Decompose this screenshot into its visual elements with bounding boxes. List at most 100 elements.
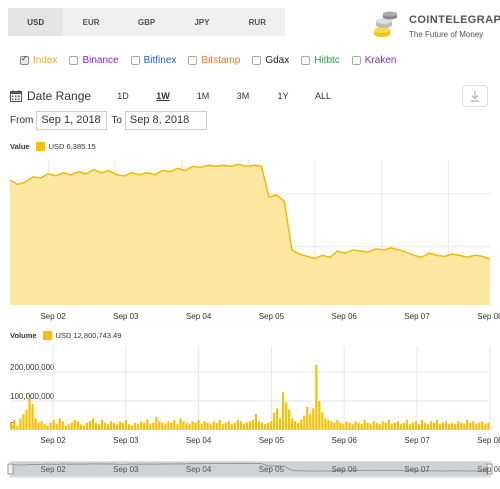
- volume-bar: [294, 421, 297, 430]
- volume-bar: [209, 424, 212, 430]
- volume-bar: [52, 419, 55, 430]
- volume-bar: [121, 422, 125, 430]
- navigator-label: Sep 08: [477, 465, 500, 474]
- volume-bar: [245, 422, 248, 430]
- checkbox[interactable]: [20, 54, 29, 65]
- volume-bar: [321, 412, 324, 430]
- volume-bar: [278, 418, 282, 430]
- volume-bar: [37, 422, 40, 430]
- currency-tab-eur[interactable]: EUR: [82, 17, 100, 27]
- volume-bar: [242, 424, 245, 430]
- zoom-button-1m[interactable]: 1M: [196, 91, 210, 101]
- volume-bar: [215, 422, 218, 430]
- volume-bar: [266, 422, 270, 430]
- from-date-input[interactable]: Sep 1, 2018: [36, 110, 108, 130]
- x-tick-label: Sep 07: [404, 312, 430, 321]
- y-tick-label: 100,000,000: [10, 392, 55, 401]
- download-button[interactable]: [462, 85, 488, 107]
- navigator-series: [9, 462, 491, 472]
- volume-bar: [454, 424, 457, 430]
- volume-bar: [429, 421, 433, 430]
- checkbox[interactable]: [351, 55, 361, 65]
- volume-bar: [158, 421, 161, 430]
- volume-bar: [390, 424, 393, 430]
- price-area: [10, 164, 490, 305]
- exchange-bitstamp[interactable]: Bitstamp: [188, 55, 240, 66]
- exchange-gdax[interactable]: Gdax: [252, 55, 289, 66]
- exchange-label: Hitbtc: [314, 54, 340, 66]
- volume-legend: Volume USD 12,800,743.49: [10, 329, 121, 341]
- volume-bar: [438, 424, 442, 430]
- navigator-bar[interactable]: Sep 02 Sep 03 Sep 04 Sep 05 Sep 06 Sep 07 Sep …: [0, 461, 500, 487]
- volume-bar: [372, 421, 375, 430]
- volume-bar: [345, 421, 348, 430]
- volume-bar: [176, 424, 179, 430]
- volume-bar: [423, 422, 427, 430]
- volume-bar: [185, 422, 188, 430]
- logo-tagline: The Future of Money: [409, 30, 484, 39]
- volume-bar: [466, 419, 469, 430]
- navigator-handle-right[interactable]: [486, 463, 493, 475]
- exchange-kraken[interactable]: Kraken: [351, 54, 397, 66]
- price-line: [9, 163, 491, 260]
- exchange-bitfinex[interactable]: Bitfinex: [130, 54, 177, 66]
- volume-bar: [152, 422, 155, 430]
- volume-bar: [227, 421, 230, 430]
- volume-bar: [300, 419, 303, 430]
- navigator-selection: [12, 462, 488, 476]
- exchange-hitbtc[interactable]: Hitbtc: [301, 55, 340, 66]
- x-tick-label: Sep 08: [477, 436, 500, 445]
- volume-bar: [441, 422, 445, 430]
- volume-bar: [411, 422, 415, 430]
- volume-bar: [167, 421, 170, 430]
- volume-bar: [375, 422, 378, 430]
- exchange-label: Bitfinex: [143, 54, 177, 66]
- volume-bar: [399, 424, 402, 430]
- zoom-button-1d[interactable]: 1D: [117, 91, 129, 101]
- zoom-buttons: 1D 1W 1M 3M 1Y ALL: [103, 91, 343, 101]
- volume-bar: [64, 425, 67, 430]
- volume-bar: [318, 401, 321, 430]
- navigator-handle-left[interactable]: [7, 463, 14, 475]
- volume-bar: [16, 425, 19, 430]
- volume-bar: [224, 422, 227, 430]
- volume-bar: [140, 421, 143, 430]
- currency-tab-jpy[interactable]: JPY: [194, 17, 210, 27]
- checkbox[interactable]: [301, 55, 311, 65]
- to-date-input[interactable]: Sep 8, 2018: [124, 110, 207, 130]
- logo-name: COINTELEGRAPH: [409, 14, 500, 26]
- volume-bar: [25, 409, 28, 430]
- zoom-button-all[interactable]: ALL: [315, 91, 332, 101]
- currency-tab-rur[interactable]: RUR: [248, 17, 266, 27]
- currency-tab-usd[interactable]: USD: [8, 8, 64, 36]
- checkbox[interactable]: [69, 55, 79, 65]
- checkbox[interactable]: [188, 55, 198, 65]
- x-tick-label: Sep 06: [332, 312, 358, 321]
- volume-bar: [396, 421, 399, 430]
- volume-bar: [306, 406, 309, 430]
- checkbox[interactable]: [252, 55, 262, 65]
- x-tick-label: Sep 05: [259, 436, 285, 445]
- exchange-label: Kraken: [364, 54, 397, 66]
- volume-bar: [58, 418, 61, 430]
- currency-tab-gbp[interactable]: GBP: [137, 17, 156, 27]
- volume-bar: [109, 421, 113, 430]
- volume-bar: [61, 421, 64, 430]
- x-tick-label: Sep 02: [40, 436, 66, 445]
- zoom-button-1w[interactable]: 1W: [156, 91, 170, 101]
- exchange-index[interactable]: Index: [20, 54, 57, 66]
- exchange-binance[interactable]: Binance: [69, 55, 119, 66]
- volume-bar: [420, 419, 424, 430]
- volume-bar: [363, 419, 366, 430]
- x-tick-label: Sep 03: [113, 312, 139, 321]
- zoom-button-1y[interactable]: 1Y: [277, 91, 289, 101]
- volume-bar: [469, 422, 472, 430]
- volume-bar: [203, 421, 206, 430]
- volume-bar: [97, 424, 101, 430]
- exchange-filters: Index Binance Bitfinex Bitstamp Gdax Hitbtc Kr…: [20, 53, 408, 67]
- volume-bar: [435, 419, 439, 430]
- checkbox[interactable]: [130, 55, 140, 65]
- zoom-button-3m[interactable]: 3M: [236, 91, 250, 101]
